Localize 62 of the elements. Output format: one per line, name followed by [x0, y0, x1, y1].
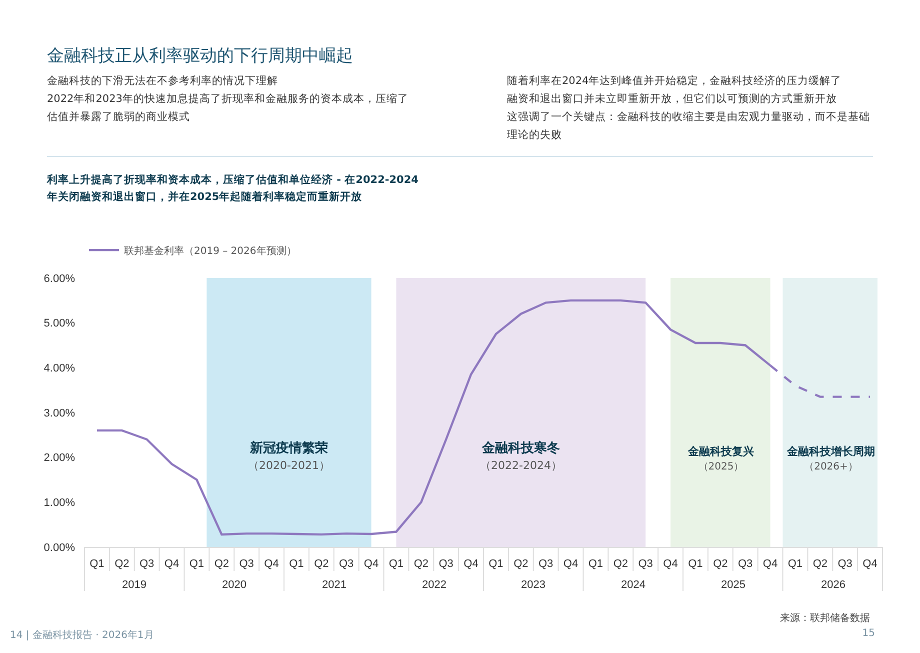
text: 2022年和2023年的快速加息提高了折现率和金融服务的资本成本，压缩了估值并暴露了脆弱的商业模式 [47, 92, 410, 125]
x-tick-label: Q4 [364, 558, 379, 570]
text: 金融科技的下滑无法在不参考利率的情况下理解 [47, 74, 279, 89]
x-tick-label: Q4 [563, 558, 578, 570]
text: 2024 [621, 579, 646, 591]
text: 15 [862, 628, 875, 639]
x-tick-label: Q4 [464, 558, 478, 570]
x-tick-label: Q1 [90, 558, 104, 570]
text: 2026 [821, 579, 846, 591]
source-note: 来源：联邦储备数据 [780, 612, 870, 625]
x-tick-label: Q4 [762, 558, 778, 570]
annotation: 新冠疫情繁荣（2020-2021） [248, 440, 330, 472]
x-tick-label: Q1 [289, 558, 304, 570]
x-tick-label: Q2 [812, 558, 828, 570]
x-tick-label: Q1 [388, 558, 404, 570]
x-tick-label: Q2 [514, 558, 528, 570]
x-tick-label: Q3 [438, 558, 454, 570]
y-tick-label: 1.00% [44, 497, 76, 510]
text: 随着利率在2024年达到峰值并开始稳定，金融科技经济的压力缓解了 [507, 74, 843, 89]
x-tick-label: Q3 [239, 558, 254, 570]
x-tick-label: Q1 [788, 558, 803, 570]
y-tick-label: 6.00% [44, 272, 76, 285]
y-tick-label: 3.00% [44, 407, 76, 420]
x-tick-label: Q3 [638, 558, 653, 570]
x-tick-label: Q2 [214, 558, 230, 570]
y-tick-label: 5.00% [44, 318, 76, 330]
x-tick-label: Q3 [838, 558, 852, 570]
x-tick-label: Q3 [738, 558, 753, 570]
x-tick-label: Q2 [713, 558, 728, 570]
chart-subtitle: 利率上升提高了折现率和资本成本，压缩了估值和单位经济 - 在2022-2024年关闭融资和退出窗口，并在2025年起随着利率稳定而重新开放 [47, 172, 420, 205]
x-tick-label: Q2 [613, 558, 628, 570]
annotation: 金融科技寒冬（2022-2024） [480, 440, 562, 472]
y-tick-label: 2.00% [44, 452, 76, 464]
text: 2025 [721, 579, 746, 591]
annotation: 金融科技复兴（2025） [687, 445, 754, 472]
x-tick-label: Q2 [314, 558, 329, 570]
x-tick-label: Q1 [588, 558, 604, 570]
x-tick-label: Q3 [139, 558, 154, 570]
text: 2022 [422, 579, 446, 591]
y-tick-label: 0.00% [44, 542, 76, 554]
legend-label: 联邦基金利率（2019 – 2026年预测） [124, 244, 296, 257]
x-tick-label: Q4 [264, 558, 279, 570]
x-tick-label: Q4 [862, 558, 878, 570]
x-tick-label: Q4 [164, 558, 180, 570]
chart-title: 金融科技正从利率驱动的下行周期中崛起 [47, 45, 353, 67]
text: 这强调了一个关键点：金融科技的收缩主要是由宏观力量驱动，而不是基础理论的失败 [507, 110, 871, 143]
y-tick-label: 4.00% [44, 362, 76, 375]
annotation: 金融科技增长周期（2026+） [786, 445, 875, 472]
x-tick-label: Q1 [189, 558, 204, 570]
x-tick-label: Q2 [414, 558, 429, 570]
x-tick-label: Q1 [488, 558, 504, 570]
x-tick-label: Q3 [538, 558, 554, 570]
x-tick-label: Q2 [114, 558, 130, 570]
text: 2023 [521, 579, 546, 591]
x-tick-label: Q3 [338, 558, 354, 570]
x-tick-label: Q4 [663, 558, 678, 570]
text: 2021 [322, 579, 346, 591]
text: 融资和退出窗口并未立即重新开放，但它们以可预测的方式重新开放 [507, 92, 838, 107]
text: 2020 [222, 579, 246, 591]
x-tick-label: Q1 [688, 558, 703, 570]
text: 14 | 金融科技报告 · 2026年1月 [10, 628, 154, 642]
text: 2019 [122, 579, 146, 591]
